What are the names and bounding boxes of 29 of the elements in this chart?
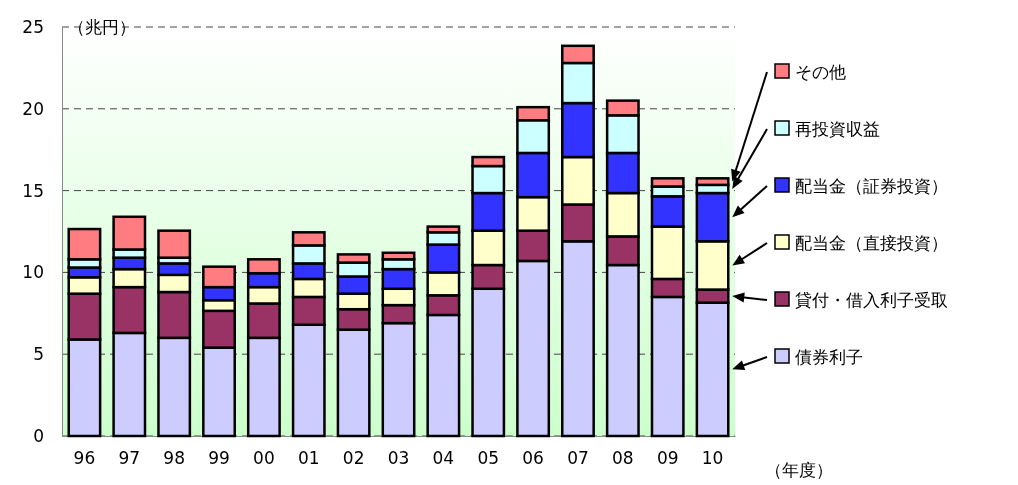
x-tick-label: 01 — [297, 448, 320, 469]
x-tick-label: 98 — [163, 448, 185, 469]
legend-label: 配当金（直接投資） — [795, 233, 948, 253]
x-tick-label: 99 — [208, 448, 230, 469]
x-tick-label: 04 — [432, 448, 455, 469]
x-tick-label: 96 — [73, 448, 96, 469]
x-tick-label: 06 — [522, 448, 544, 469]
y-axis-title: （兆円） — [68, 17, 136, 37]
y-tick-label: 0 — [33, 425, 44, 446]
x-tick-label: 02 — [342, 448, 365, 469]
legend-label: 配当金（証券投資） — [795, 176, 948, 196]
legend-label: その他 — [795, 62, 846, 82]
y-tick-label: 15 — [22, 180, 44, 201]
legend-label: 貸付・借入利子受取 — [795, 290, 948, 310]
y-tick-label: 10 — [22, 262, 44, 283]
x-tick-label: 10 — [701, 448, 724, 469]
x-tick-label: 03 — [387, 448, 410, 469]
legend-label: 債券利子 — [795, 347, 863, 367]
x-tick-label: 97 — [118, 448, 141, 469]
legend-label: 再投資収益 — [795, 119, 880, 139]
y-tick-label: 20 — [22, 98, 44, 119]
y-tick-label: 25 — [22, 16, 44, 37]
x-axis-title: （年度） — [765, 460, 833, 480]
x-tick-label: 09 — [656, 448, 679, 469]
y-tick-label: 5 — [33, 344, 44, 365]
x-tick-label: 00 — [253, 448, 275, 469]
x-tick-label: 07 — [567, 448, 589, 469]
x-tick-label: 08 — [612, 448, 634, 469]
x-tick-label: 05 — [477, 448, 500, 469]
